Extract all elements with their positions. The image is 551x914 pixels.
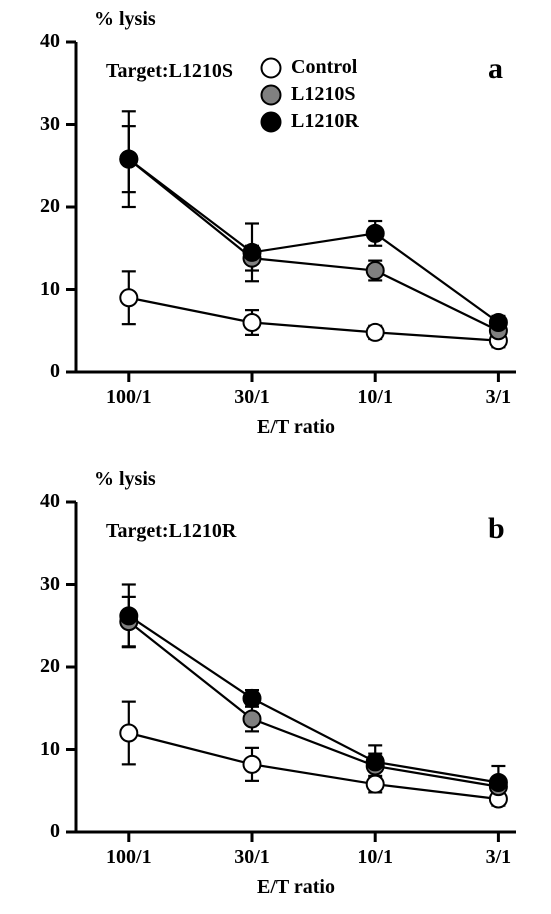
figure-page: { "figure": { "width": 551, "height": 91… [0, 0, 551, 914]
ytick-label: 20 [26, 655, 60, 678]
xtick-label: 30/1 [212, 846, 292, 869]
chart-svg-b [0, 0, 551, 914]
panel-letter: b [488, 512, 505, 546]
marker-l1210s [244, 710, 261, 727]
series-line-l1210r [129, 616, 499, 783]
marker-l1210r [490, 774, 507, 791]
marker-l1210r [244, 690, 261, 707]
ytick-label: 10 [26, 738, 60, 761]
xtick-label: 10/1 [335, 846, 415, 869]
xtick-label: 3/1 [458, 846, 538, 869]
xtick-label: 100/1 [89, 846, 169, 869]
panel-subtitle: Target:L1210R [106, 520, 236, 543]
x-axis-title: E/T ratio [236, 876, 356, 899]
panel-b: 0 10 20 30 40 100/1 30/1 10/1 3/1 % lysis E/T rati… [0, 0, 551, 914]
marker-l1210r [367, 753, 384, 770]
marker-l1210r [120, 607, 137, 624]
ytick-label: 40 [26, 490, 60, 513]
series-line-l1210s [129, 622, 499, 787]
marker-control [244, 756, 261, 773]
marker-control [120, 725, 137, 742]
marker-control [367, 776, 384, 793]
y-axis-title: % lysis [94, 468, 156, 491]
ytick-label: 0 [26, 820, 60, 843]
ytick-label: 30 [26, 573, 60, 596]
